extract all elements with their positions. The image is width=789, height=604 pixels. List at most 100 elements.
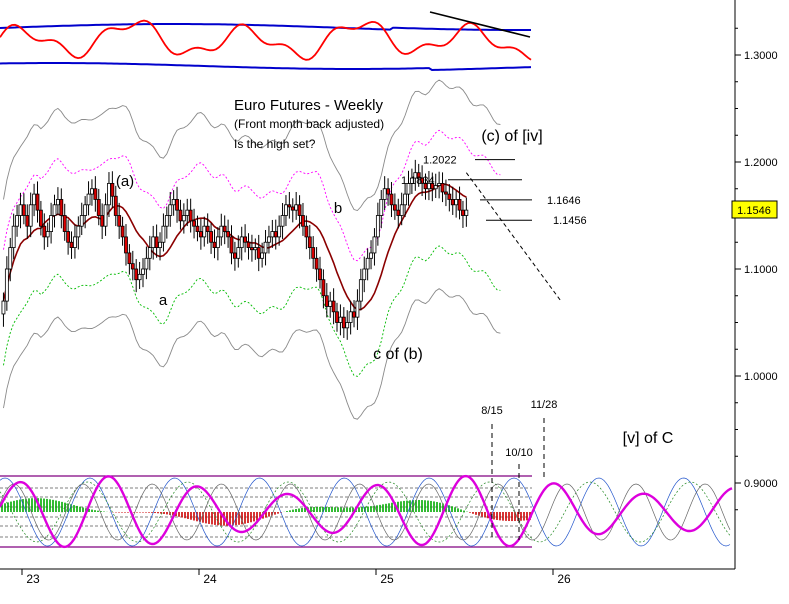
candle-up: [413, 172, 418, 179]
candle-down: [311, 247, 316, 259]
candle: [79, 202, 84, 235]
candle-down: [110, 182, 115, 197]
candle-down: [304, 225, 309, 238]
price-level-label: 1.1646: [547, 195, 581, 207]
candle-down: [335, 311, 339, 323]
candle: [297, 195, 302, 229]
candle-down: [416, 172, 421, 179]
candle-down: [226, 231, 230, 238]
candle: [239, 226, 244, 261]
wave-label: (c) of [iv]: [481, 128, 542, 145]
inner-envelope-upper: [3, 129, 501, 262]
candle-down: [307, 236, 312, 248]
candle-up: [90, 188, 94, 195]
y-tick-label: 1.2000: [744, 157, 778, 169]
date-marker-label: 8/15: [481, 405, 502, 417]
wave-labels: (a) a b c of (b) (c) of [iv] [v] of C: [116, 128, 674, 447]
candle-up: [409, 177, 414, 184]
candle-up: [267, 236, 271, 243]
cycle-wave-gray: [0, 483, 731, 541]
candle-down: [290, 206, 295, 211]
candle: [256, 234, 261, 272]
candle: [290, 198, 295, 223]
candle: [454, 190, 459, 218]
candle-up: [4, 268, 9, 302]
candle-down: [297, 204, 302, 216]
candle: [430, 172, 435, 202]
candle: [236, 235, 241, 268]
candle: [444, 179, 448, 207]
candle: [461, 200, 465, 228]
candle: [117, 202, 122, 239]
candle-up: [263, 241, 268, 254]
candle: [59, 188, 64, 229]
candle-up: [8, 247, 13, 270]
candle: [178, 199, 183, 230]
candle: [171, 190, 176, 216]
candle: [331, 288, 336, 325]
inner-envelope-lower: [3, 245, 501, 377]
candle: [440, 172, 445, 203]
candle-up: [260, 252, 265, 259]
candle: [32, 183, 36, 217]
candle: [226, 219, 230, 248]
candle: [198, 218, 203, 250]
candle: [137, 261, 142, 289]
candle: [413, 159, 418, 191]
wave-label: b: [334, 200, 342, 217]
candle: [386, 178, 390, 206]
candle: [93, 176, 98, 212]
candle-down: [178, 209, 183, 222]
candle: [358, 268, 363, 311]
candle-down: [66, 231, 71, 243]
candle-down: [243, 236, 248, 243]
candle-up: [399, 204, 404, 216]
candle: [222, 215, 227, 245]
upper-osc-band-bottom: [0, 62, 532, 72]
wave-label: [v] of C: [623, 430, 674, 447]
candle: [66, 219, 71, 255]
candle-down: [42, 225, 47, 238]
candle-down: [69, 241, 74, 248]
date-markers-layer: 8/15 10/10 11/28: [481, 399, 557, 540]
candle: [134, 259, 139, 293]
candle-up: [52, 204, 57, 216]
candle-down: [341, 316, 346, 329]
candle: [362, 256, 367, 293]
candle: [311, 236, 316, 269]
candle: [277, 215, 282, 246]
candle: [273, 219, 278, 250]
candle-up: [168, 204, 173, 216]
candle: [110, 171, 115, 208]
candle: [21, 193, 26, 225]
date-marker-label: 10/10: [505, 447, 533, 459]
candle-up: [427, 182, 431, 190]
candle: [144, 246, 149, 280]
x-tick-label: 23: [26, 572, 40, 586]
candle-down: [318, 268, 322, 281]
candle: [38, 200, 43, 236]
date-marker-label: 11/28: [531, 399, 558, 411]
wave-label: a: [159, 292, 168, 309]
candle: [355, 289, 360, 330]
candle-down: [35, 193, 40, 211]
candle-up: [362, 268, 367, 281]
upper-osc-band-top: [0, 23, 531, 31]
candle: [113, 185, 118, 227]
candle: [260, 242, 265, 268]
candle: [215, 227, 220, 261]
candle: [18, 192, 23, 229]
candle: [389, 181, 394, 218]
candle: [314, 247, 319, 282]
candle-down: [352, 311, 356, 318]
candle-up: [284, 204, 288, 216]
current-price-box: [731, 200, 778, 219]
candle-up: [454, 199, 459, 206]
candle-down: [386, 188, 390, 195]
plot-background: [0, 0, 735, 569]
candle-down: [444, 191, 448, 195]
candle-up: [280, 215, 285, 227]
candle: [45, 222, 50, 248]
candle-up: [358, 279, 363, 302]
candle-down: [100, 215, 105, 227]
